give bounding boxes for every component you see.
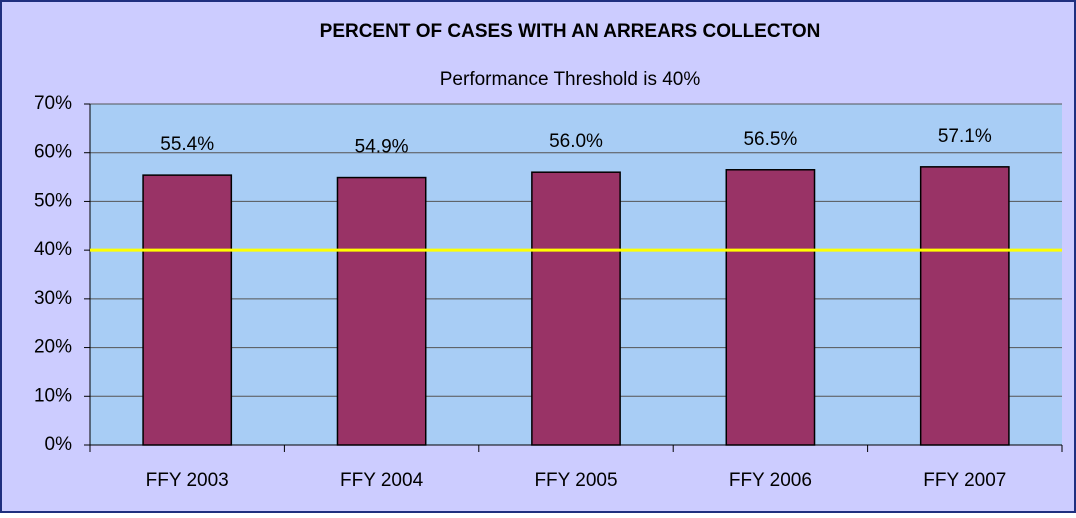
x-tick-label: FFY 2006 <box>729 470 812 491</box>
y-tick-label: 30% <box>34 288 72 309</box>
bar <box>531 171 621 446</box>
value-label: 55.4% <box>160 134 214 155</box>
y-tick-label: 60% <box>34 142 72 163</box>
x-tick-label: FFY 2007 <box>923 470 1006 491</box>
chart-subtitle: Performance Threshold is 40% <box>440 69 701 90</box>
bar <box>919 166 1010 446</box>
y-tick-label: 70% <box>34 93 72 114</box>
bar <box>336 176 427 446</box>
value-label: 56.0% <box>549 131 603 152</box>
bar <box>142 174 233 446</box>
y-tick-label: 20% <box>34 337 72 358</box>
y-tick-label: 50% <box>34 190 72 211</box>
x-tick-label: FFY 2005 <box>534 470 617 491</box>
x-tick-label: FFY 2004 <box>340 470 424 491</box>
y-tick-label: 0% <box>45 434 73 455</box>
x-tick-label: FFY 2003 <box>146 470 229 491</box>
bar <box>725 169 816 446</box>
chart-title: PERCENT OF CASES WITH AN ARREARS COLLECT… <box>320 21 821 42</box>
value-label: 57.1% <box>938 126 992 147</box>
value-label: 54.9% <box>355 137 409 158</box>
y-tick-label: 40% <box>34 239 72 260</box>
value-label: 56.5% <box>743 129 797 150</box>
y-tick-label: 10% <box>34 385 72 406</box>
